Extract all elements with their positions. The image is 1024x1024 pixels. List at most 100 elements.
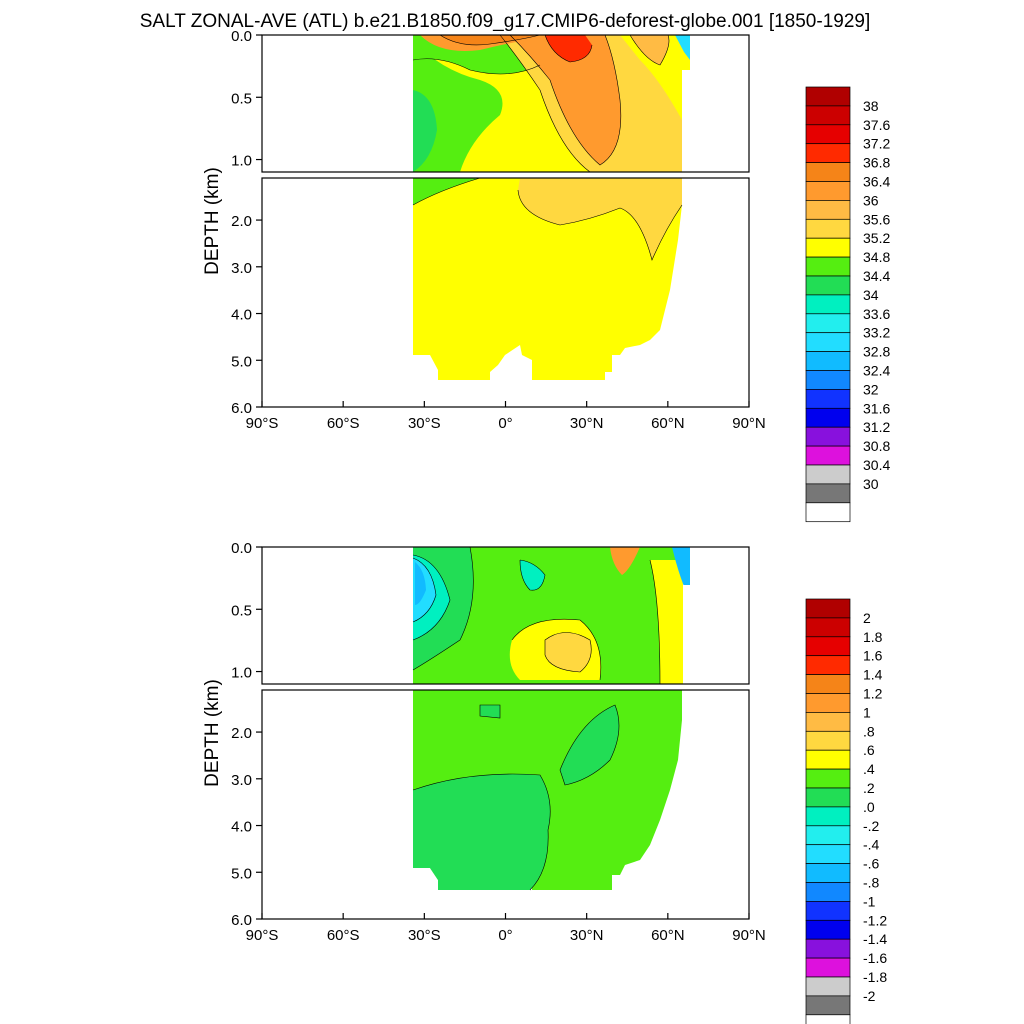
- x-tick-label: 60°S: [327, 415, 360, 432]
- colorbar-label: 32.8: [863, 344, 890, 360]
- y-tick-label: 6.0: [231, 400, 252, 417]
- colorbar-label: .4: [863, 761, 875, 777]
- colorbar-swatch: [805, 976, 851, 997]
- colorbar-label: 38: [863, 98, 879, 114]
- difference-contours-lower: [412, 704, 620, 891]
- x-tick-label: 90°N: [732, 415, 766, 432]
- colorbar-swatch: [805, 162, 851, 182]
- colorbar-label: 32.4: [863, 363, 890, 379]
- colorbar-swatch: [805, 1014, 851, 1024]
- colorbar-swatch: [805, 426, 851, 447]
- panel-1-upper-plot: [261, 34, 750, 173]
- colorbar-swatch: [805, 389, 851, 409]
- colorbar-label: -.4: [863, 837, 880, 853]
- colorbar-label: -1.8: [863, 969, 887, 985]
- colorbar-swatch: [805, 995, 851, 1016]
- colorbar-swatch: [805, 636, 851, 657]
- difference-fill-neg-mid: [520, 560, 545, 591]
- colorbar-swatch: [805, 370, 851, 390]
- y-tick-label: 1.0: [231, 665, 252, 682]
- x-tick-label: 0°: [498, 927, 512, 944]
- panel-2-ylabel: DEPTH (km): [202, 679, 223, 787]
- colorbar-label: -1.2: [863, 912, 887, 928]
- colorbar-swatch: [805, 483, 851, 504]
- salinity-contours-lower: [412, 177, 683, 261]
- difference-land-mask-upper: [683, 585, 690, 684]
- panel-1-lower-plot: [261, 177, 750, 408]
- colorbar-label: 34: [863, 287, 879, 303]
- colorbar-label: -1.6: [863, 950, 887, 966]
- panel-1-y-axis: 0.0 0.5 1.0 2.0 3.0 4.0 5.0 6.0: [231, 28, 262, 417]
- y-tick-label: 0.5: [231, 90, 252, 107]
- colorbar-swatch: [805, 256, 851, 277]
- colorbar-label: -.8: [863, 875, 880, 891]
- colorbar-swatch: [805, 617, 851, 638]
- y-tick-label: 0.0: [231, 28, 252, 45]
- colorbar-swatch: [805, 218, 851, 239]
- salinity-land-mask-upper: [682, 70, 690, 172]
- y-tick-label: 3.0: [231, 260, 252, 277]
- colorbar-label: 34.4: [863, 268, 890, 284]
- x-tick-label: 30°S: [408, 927, 441, 944]
- colorbar-label: 34.8: [863, 249, 890, 265]
- panel-1-upper-frame: [261, 34, 750, 173]
- panel-2-upper-plot: [261, 546, 750, 685]
- salinity-fill-36-8: [545, 35, 592, 62]
- colorbar-swatch: [805, 181, 851, 201]
- colorbar-label: 1.2: [863, 686, 883, 702]
- y-tick-label: 1.0: [231, 153, 252, 170]
- colorbar-swatch: [805, 882, 851, 902]
- colorbar-swatch: [805, 464, 851, 485]
- colorbar-label: 1.4: [863, 667, 883, 683]
- salinity-fill-34-4b: [413, 90, 437, 172]
- colorbar-swatch: [805, 275, 851, 296]
- y-tick-label: 5.0: [231, 353, 252, 370]
- colorbar-swatch: [805, 313, 851, 334]
- colorbar-swatch: [805, 351, 851, 371]
- salinity-fill-35-6: [630, 35, 669, 65]
- colorbar-swatch: [805, 332, 851, 352]
- colorbar-label: 35.2: [863, 230, 890, 246]
- salinity-fill-fresh-arctic: [675, 35, 690, 60]
- colorbar-label: 2: [863, 610, 871, 626]
- difference-fill-0-lower: [413, 774, 551, 890]
- salinity-fill-36-4: [440, 35, 540, 45]
- colorbar-label: 30: [863, 476, 879, 492]
- colorbar-label: 33.2: [863, 325, 890, 341]
- difference-fill-neg-0-8: [415, 562, 426, 605]
- panel-2-lower-plot: [261, 689, 750, 920]
- x-tick-label: 30°S: [408, 415, 441, 432]
- x-tick-label: 0°: [498, 415, 512, 432]
- colorbar-label: 30.8: [863, 438, 890, 454]
- colorbar-label: 32: [863, 381, 879, 397]
- colorbar-label: 37.6: [863, 117, 890, 133]
- colorbar-swatch: [805, 919, 851, 940]
- x-tick-label: 60°N: [651, 415, 685, 432]
- y-tick-label: 4.0: [231, 819, 252, 836]
- x-tick-label: 90°S: [246, 415, 279, 432]
- colorbar-swatch: [805, 730, 851, 751]
- x-tick-label: 90°S: [246, 927, 279, 944]
- colorbar-swatch: [805, 294, 851, 315]
- y-tick-label: 2.0: [231, 213, 252, 230]
- colorbar-swatch: [805, 806, 851, 827]
- panel-salt-zonal-average: DEPTH (km) 0.0 0.5 1.0 2.0 3.0 4.0 5.0 6.0 90°S…: [202, 28, 890, 523]
- colorbar-swatch: [805, 124, 851, 145]
- colorbar-swatch: [805, 768, 851, 789]
- colorbar-swatch: [805, 787, 851, 808]
- colorbar-swatch: [805, 901, 851, 921]
- panel-1-ylabel: DEPTH (km): [202, 167, 223, 275]
- colorbar-swatch: [805, 86, 851, 107]
- difference-fill-0-4-north: [650, 560, 683, 684]
- panel-2-x-axis: 90°S 60°S 30°S 0° 30°N 60°N 90°N: [246, 913, 766, 944]
- colorbar-swatch: [805, 655, 851, 675]
- colorbar-swatch: [805, 237, 851, 258]
- colorbar-label: 36.8: [863, 155, 890, 171]
- colorbar-swatch: [805, 749, 851, 770]
- y-tick-label: 5.0: [231, 865, 252, 882]
- panel-1-x-axis: 90°S 60°S 30°S 0° 30°N 60°N 90°N: [246, 401, 766, 432]
- colorbar-label: 30.4: [863, 457, 890, 473]
- colorbar-label: 37.2: [863, 136, 890, 152]
- colorbar-swatch: [805, 105, 851, 126]
- colorbar-label: -1.4: [863, 931, 887, 947]
